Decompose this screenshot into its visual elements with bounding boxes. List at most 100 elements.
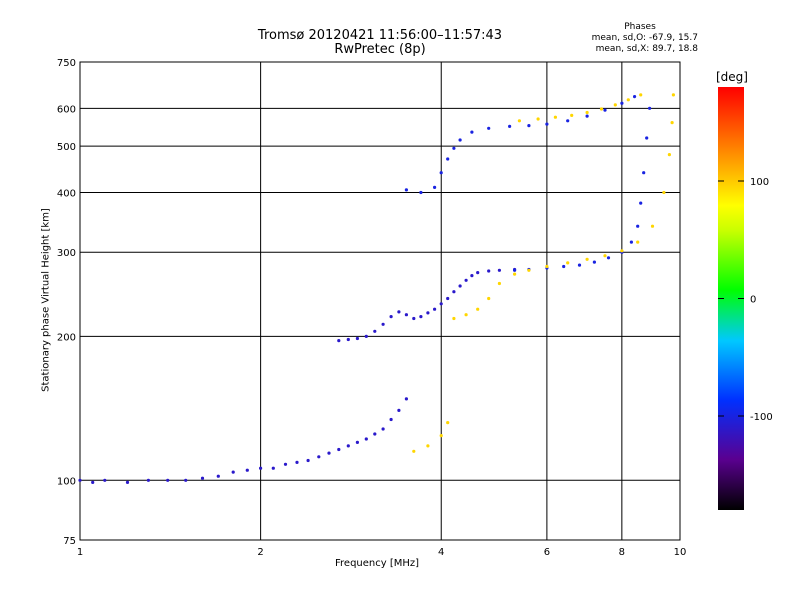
- plot-frame: [79, 61, 681, 541]
- data-point: [585, 257, 589, 261]
- data-point: [527, 124, 531, 128]
- data-point: [570, 113, 574, 117]
- data-point: [476, 271, 480, 275]
- y-tick-label: 600: [57, 104, 76, 115]
- data-point: [662, 190, 666, 195]
- y-tick-label: 300: [57, 248, 76, 259]
- data-point: [346, 444, 350, 448]
- data-point: [667, 153, 672, 157]
- data-point: [231, 470, 235, 474]
- data-point: [613, 103, 617, 107]
- data-point: [642, 171, 646, 175]
- colorbar-tick-label: 100: [750, 177, 769, 188]
- data-point: [404, 188, 408, 192]
- data-point: [404, 397, 408, 401]
- data-point: [103, 478, 107, 482]
- phases-heading: Phases: [624, 22, 656, 32]
- data-point: [545, 264, 549, 269]
- data-point: [283, 462, 288, 466]
- colorbar-tick-label: 0: [750, 295, 756, 306]
- scatter-points: [78, 93, 676, 484]
- data-point: [585, 110, 589, 115]
- data-point: [317, 455, 321, 459]
- data-point: [419, 190, 423, 195]
- data-point: [404, 313, 408, 317]
- data-point: [645, 136, 649, 140]
- data-point: [200, 476, 205, 480]
- y-tick-label: 200: [57, 332, 76, 343]
- data-point: [536, 117, 540, 121]
- data-point: [216, 474, 220, 478]
- data-point: [295, 460, 299, 464]
- data-point: [327, 451, 331, 455]
- data-point: [439, 434, 443, 438]
- data-point: [373, 432, 377, 436]
- data-point: [603, 254, 607, 258]
- data-point: [648, 106, 652, 110]
- data-point: [433, 185, 437, 189]
- data-point: [91, 480, 95, 484]
- data-point: [487, 269, 491, 273]
- data-point: [452, 290, 456, 294]
- data-point: [355, 440, 359, 444]
- data-point: [639, 93, 643, 97]
- data-point: [337, 447, 341, 452]
- data-point: [476, 307, 480, 311]
- data-point: [271, 466, 275, 470]
- data-point: [346, 337, 350, 342]
- data-point: [592, 260, 597, 264]
- data-point: [566, 261, 570, 265]
- data-point: [513, 272, 517, 276]
- data-point: [650, 224, 655, 228]
- data-point: [599, 107, 604, 111]
- data-point: [78, 478, 82, 482]
- data-point: [497, 268, 501, 272]
- y-tick-label: 750: [57, 58, 76, 69]
- data-point: [426, 444, 430, 448]
- data-point: [636, 240, 640, 244]
- chart-title-line1: Tromsø 20120421 11:56:00–11:57:43: [257, 28, 503, 43]
- y-tick-label: 75: [63, 536, 76, 547]
- data-point: [603, 108, 607, 112]
- data-point: [364, 437, 368, 441]
- x-tick-label: 4: [438, 547, 444, 558]
- data-point: [446, 157, 450, 161]
- data-point: [125, 480, 130, 484]
- data-point: [419, 315, 423, 319]
- data-point: [381, 427, 385, 431]
- data-point: [517, 119, 522, 123]
- data-point: [508, 124, 512, 128]
- colorbar-unit-label: [deg]: [716, 70, 748, 84]
- x-tick-label: 10: [674, 547, 687, 558]
- data-point: [452, 316, 456, 321]
- data-point: [487, 296, 491, 301]
- data-point: [397, 408, 401, 412]
- data-point: [545, 122, 549, 126]
- data-point: [497, 281, 501, 286]
- data-point: [452, 146, 456, 150]
- data-point: [412, 316, 416, 321]
- data-point: [412, 449, 416, 453]
- colorbar-tick-label: -100: [750, 412, 773, 423]
- phases-x-stats: mean, sd,X: 89.7, 18.8: [595, 44, 698, 54]
- data-point: [585, 114, 589, 118]
- data-point: [487, 126, 491, 130]
- data-point: [606, 256, 611, 260]
- data-point: [381, 322, 385, 326]
- data-point: [259, 466, 263, 470]
- data-point: [146, 478, 150, 482]
- data-point: [620, 249, 624, 253]
- data-point: [636, 224, 640, 228]
- data-point: [355, 336, 359, 341]
- data-point: [458, 284, 462, 288]
- chart-title-line2: RwPretec (8p): [334, 42, 426, 57]
- data-point: [562, 264, 566, 269]
- data-point: [470, 274, 474, 278]
- phases-o-stats: mean, sd,O: -67.9, 15.7: [591, 33, 698, 43]
- x-tick-label: 8: [619, 547, 625, 558]
- y-axis-label: Stationary phase Virtual Height [km]: [40, 208, 52, 392]
- data-point: [626, 98, 630, 102]
- data-point: [433, 307, 437, 311]
- data-point: [620, 101, 624, 105]
